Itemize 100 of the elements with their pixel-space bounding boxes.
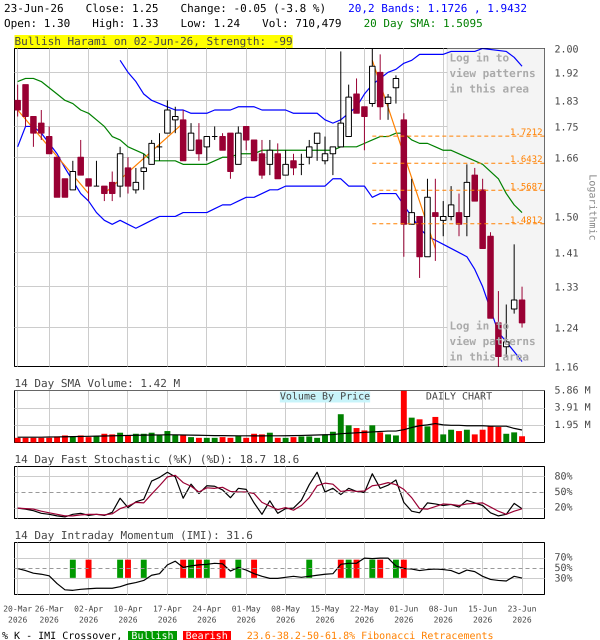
candlestick (156, 132, 163, 162)
candlestick (196, 122, 202, 162)
text: Low: 1.24 (180, 17, 240, 30)
bar (94, 436, 100, 442)
candlestick (510, 244, 518, 314)
y-tick-label: 1.41 (554, 248, 579, 260)
text: Bullish (128, 631, 177, 640)
bar (235, 436, 242, 442)
y-tick-label: 1.50 (554, 212, 579, 224)
bar (354, 428, 360, 442)
y-tick-label: 1.83 (554, 96, 579, 108)
bar (385, 434, 392, 442)
bar (511, 432, 518, 442)
bar (377, 432, 384, 442)
annotation: Volume By Price (280, 392, 370, 402)
bar (125, 435, 131, 442)
y-tick-label: 1.66 (554, 153, 579, 164)
bar (148, 432, 155, 442)
candlestick (408, 178, 415, 225)
bar (440, 434, 446, 442)
candlestick (392, 74, 400, 104)
y-tick-label: 1.16 (554, 362, 579, 374)
x-tick-label: 24-Apr 2026 (192, 604, 222, 624)
bar (400, 390, 407, 442)
candlestick (518, 286, 526, 328)
y-tick-label: 3.91 M (554, 402, 591, 414)
y-axis-title: Logarithmic (586, 174, 598, 241)
text: 20,2 Bands: 1.1726 , 1.9432 (348, 2, 527, 15)
x-tick-label: 01-May 2026 (232, 604, 261, 624)
text: 20 Day SMA: 1.5095 (364, 17, 483, 30)
bar (196, 438, 202, 442)
candlestick (432, 178, 439, 262)
candlestick (70, 160, 76, 190)
bar (472, 434, 478, 442)
bar (361, 430, 368, 442)
text: High: 1.33 (92, 17, 158, 30)
candlestick (77, 139, 84, 176)
candlestick (204, 136, 210, 162)
bar (306, 436, 312, 442)
candlestick (124, 156, 132, 194)
bar (464, 430, 470, 442)
line-series (17, 422, 523, 438)
bar (448, 430, 454, 442)
candlestick (211, 126, 218, 140)
y-tick-label: 50% (554, 563, 573, 574)
bar (480, 430, 486, 442)
x-tick-label: 26-Mar 2026 (34, 604, 64, 624)
x-tick-label: 15-May 2026 (310, 604, 340, 624)
candlestick (85, 178, 92, 202)
candlestick (148, 139, 155, 165)
bar (70, 436, 76, 442)
annotation: DAILY CHART (426, 392, 492, 402)
x-tick-label: 22-May 2026 (350, 604, 380, 624)
ref-line-label: 1.7212 (510, 128, 543, 138)
x-tick-label: 10-Apr 2026 (114, 604, 143, 624)
bar (416, 419, 423, 442)
text: 23.6-38.2-50-61.8% Fibonacci Retracements (246, 631, 494, 640)
y-tick-label: 1.95 M (554, 420, 591, 431)
ref-line-label: 1.4812 (510, 216, 543, 226)
bar (227, 438, 234, 442)
bar (22, 438, 28, 442)
text: Bearish (182, 631, 231, 640)
chart-title: 14 Day Intraday Momentum (IMI): 31.6 (14, 529, 253, 542)
text: Vol: 710,479 (262, 17, 342, 30)
chart-title: 14 Day Fast Stochastic (%K) (%D): 18.7 18.6 (14, 453, 300, 466)
bar (14, 438, 21, 442)
bar (488, 426, 494, 442)
bar (503, 434, 510, 442)
bar (495, 426, 502, 442)
candlestick (46, 126, 52, 154)
y-tick-label: 20% (554, 502, 573, 514)
bar (338, 414, 344, 442)
x-tick-label: 20-Mar 2026 (3, 604, 32, 624)
y-tick-label: 80% (554, 471, 573, 482)
bar (432, 416, 438, 442)
x-tick-label: 23-Jun 2026 (508, 604, 537, 624)
bar (30, 438, 36, 442)
text: Change: -0.05 (-3.8 %) (180, 2, 326, 15)
candlestick (306, 139, 313, 165)
candlestick (456, 193, 462, 237)
x-tick-label: 15-Jun 2026 (468, 604, 498, 624)
chart-title: 14 Day SMA Volume: 1.42 M (14, 377, 180, 390)
bar (298, 436, 304, 442)
y-tick-label: 50% (554, 487, 573, 498)
candlestick (188, 122, 194, 151)
bar (243, 438, 250, 442)
bar (456, 431, 462, 442)
x-tick-label: 02-Apr 2026 (74, 604, 104, 624)
bar (346, 425, 352, 442)
bar (424, 426, 430, 442)
bar (290, 437, 296, 442)
x-tick-label: 08-May 2026 (271, 604, 300, 624)
ref-line-label: 1.6432 (510, 155, 543, 166)
candlestick (140, 153, 148, 190)
bar (369, 425, 376, 442)
text: 23-Jun-26 (4, 2, 64, 15)
candlestick (314, 132, 320, 162)
chart-title: Bullish Harami on 02-Jun-26, Strength: -99 (14, 35, 293, 48)
line-series (17, 558, 523, 591)
candlestick (93, 160, 100, 187)
